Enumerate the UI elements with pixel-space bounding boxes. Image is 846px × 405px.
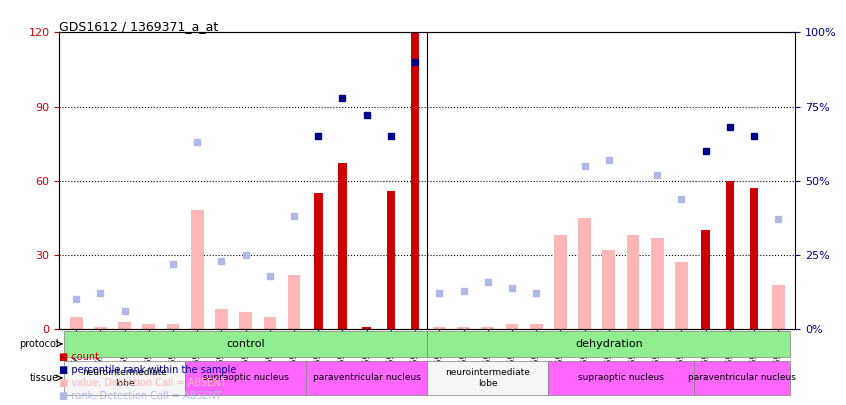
Bar [433, 326, 446, 329]
FancyBboxPatch shape [427, 361, 548, 395]
Bar [167, 324, 179, 329]
Bar [362, 326, 371, 329]
Bar [314, 193, 322, 329]
Bar [481, 326, 494, 329]
FancyBboxPatch shape [64, 330, 427, 357]
Bar [142, 324, 155, 329]
Text: ■ value, Detection Call = ABSENT: ■ value, Detection Call = ABSENT [59, 378, 227, 388]
Bar [602, 250, 615, 329]
Text: control: control [227, 339, 265, 349]
Bar [627, 235, 640, 329]
Bar [772, 285, 784, 329]
Text: protocol: protocol [19, 339, 58, 349]
Bar [118, 322, 131, 329]
Bar [675, 262, 688, 329]
FancyBboxPatch shape [427, 330, 790, 357]
FancyBboxPatch shape [64, 361, 185, 395]
Bar [215, 309, 228, 329]
Bar [726, 181, 734, 329]
Text: neurointermediate
lobe: neurointermediate lobe [82, 368, 167, 388]
Text: dehydration: dehydration [575, 339, 643, 349]
Text: ■ percentile rank within the sample: ■ percentile rank within the sample [59, 365, 237, 375]
Bar [579, 218, 591, 329]
Bar [387, 191, 395, 329]
Bar [191, 211, 204, 329]
FancyBboxPatch shape [306, 361, 427, 395]
Bar [70, 317, 83, 329]
Bar [457, 326, 470, 329]
Text: ■ rank, Detection Call = ABSENT: ■ rank, Detection Call = ABSENT [59, 391, 222, 401]
Bar [701, 230, 710, 329]
Text: GDS1612 / 1369371_a_at: GDS1612 / 1369371_a_at [59, 20, 218, 33]
FancyBboxPatch shape [185, 361, 306, 395]
Text: tissue: tissue [30, 373, 58, 383]
Bar [288, 275, 300, 329]
Text: ■ count: ■ count [59, 352, 99, 362]
Text: supraoptic nucleus: supraoptic nucleus [203, 373, 288, 382]
Text: supraoptic nucleus: supraoptic nucleus [578, 373, 664, 382]
Bar [411, 32, 420, 329]
FancyBboxPatch shape [548, 361, 694, 395]
Text: paraventricular nucleus: paraventricular nucleus [313, 373, 420, 382]
Bar [750, 188, 758, 329]
Bar [338, 164, 347, 329]
Bar [506, 324, 519, 329]
Text: paraventricular nucleus: paraventricular nucleus [688, 373, 796, 382]
Bar [239, 312, 252, 329]
Text: neurointermediate
lobe: neurointermediate lobe [445, 368, 530, 388]
Bar [530, 324, 542, 329]
FancyBboxPatch shape [694, 361, 790, 395]
Bar [263, 317, 276, 329]
Bar [94, 326, 107, 329]
Bar [554, 235, 567, 329]
Bar [651, 238, 663, 329]
